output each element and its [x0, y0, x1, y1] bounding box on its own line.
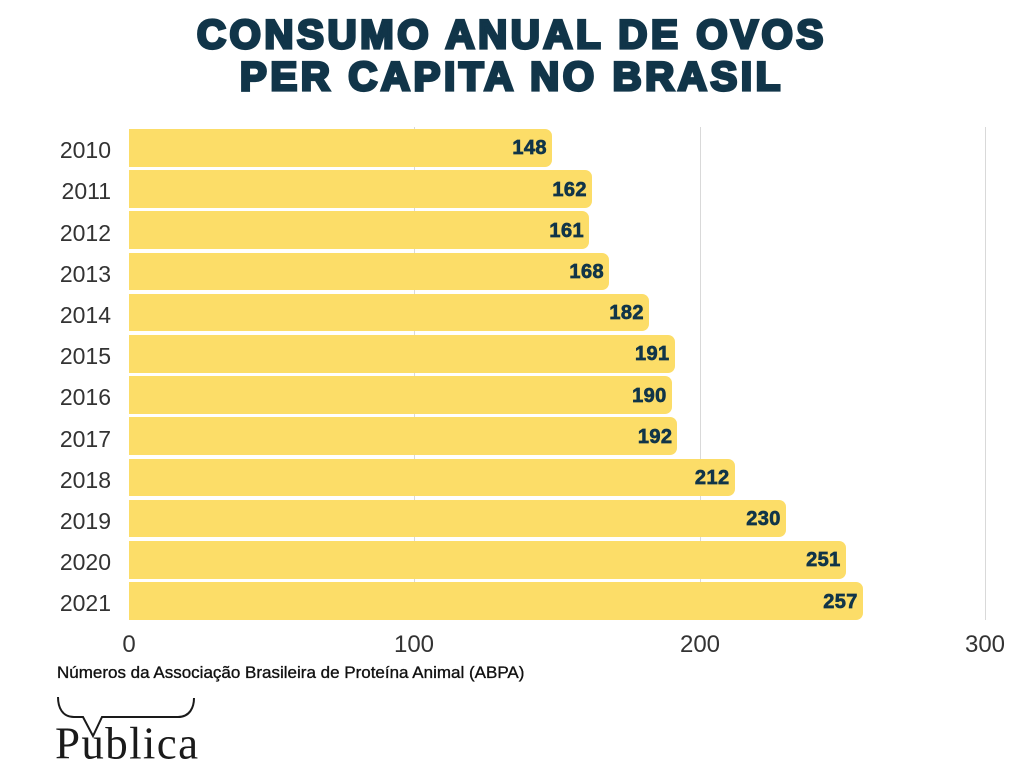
svg-text:Publica: Publica — [55, 719, 199, 769]
